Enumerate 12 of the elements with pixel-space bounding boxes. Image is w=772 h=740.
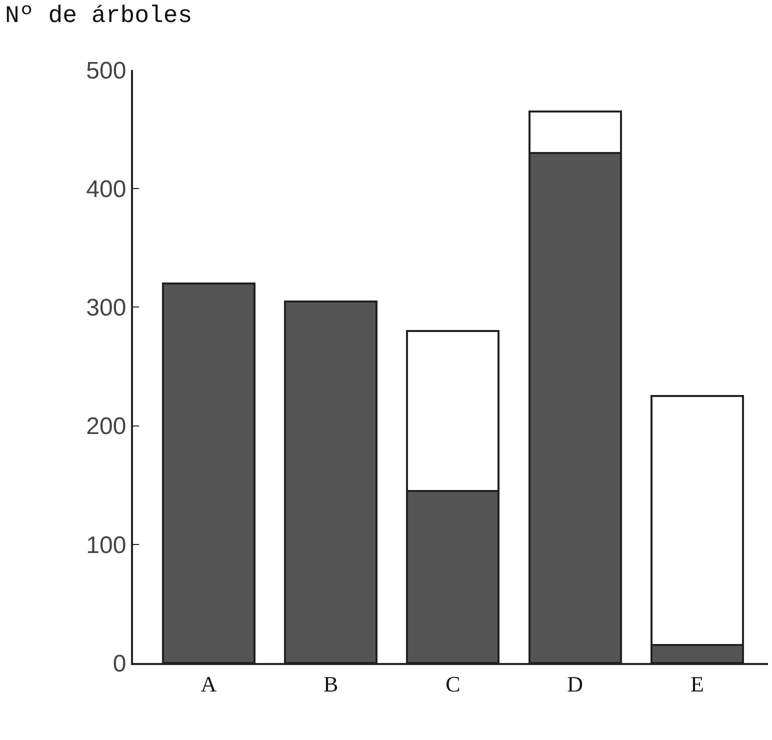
y-axis-title: Nº de árboles <box>5 3 192 30</box>
y-tick-label: 400 <box>86 176 126 203</box>
x-tick-label: B <box>323 671 338 696</box>
y-tick-label: 500 <box>86 57 126 84</box>
y-tick-label: 200 <box>86 413 126 440</box>
x-tick-label: C <box>446 671 460 696</box>
x-tick-label: D <box>567 671 584 696</box>
x-tick-label: A <box>200 671 217 696</box>
y-tick-label: 100 <box>86 532 126 559</box>
y-tick-label: 0 <box>112 650 126 678</box>
y-tick-label: 300 <box>86 294 126 322</box>
x-tick-label: E <box>690 671 704 696</box>
